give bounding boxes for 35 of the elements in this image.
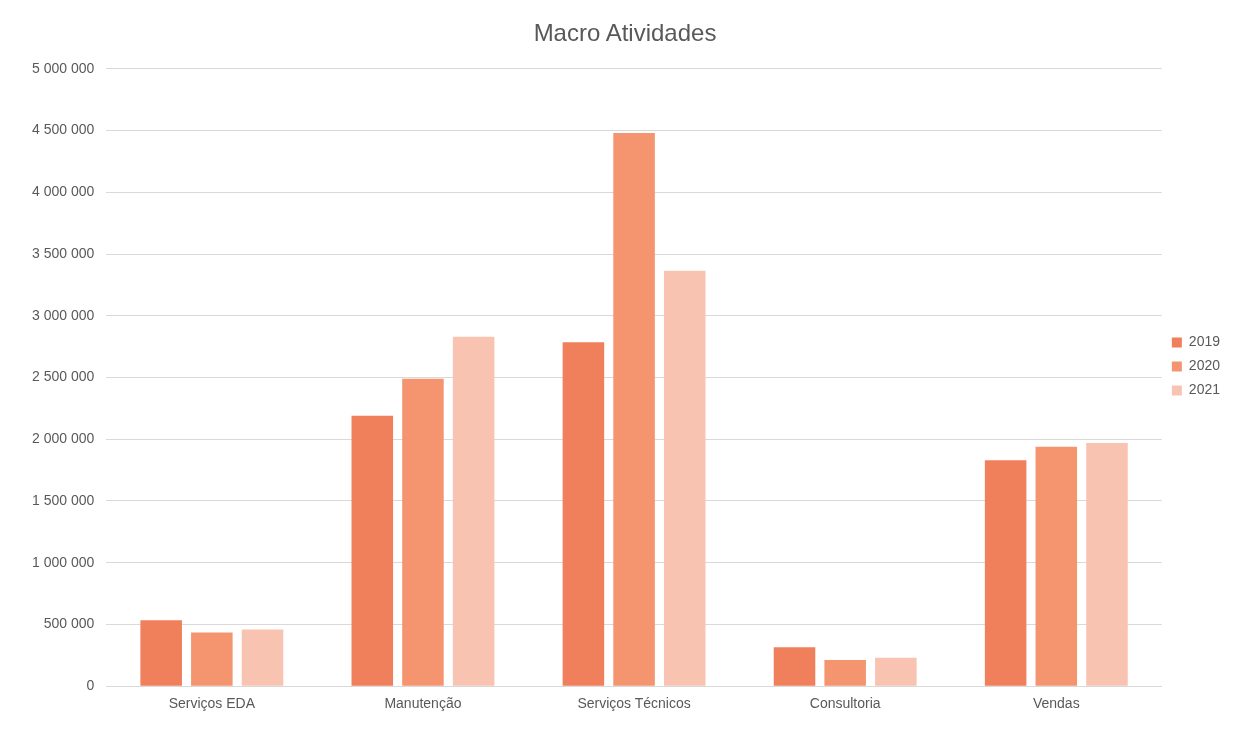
- x-tick-label: Serviços EDA: [168, 695, 256, 712]
- y-tick-label: 3 000 000: [31, 306, 95, 323]
- bar: [140, 620, 182, 686]
- bar: [663, 270, 706, 686]
- y-tick-label: 500 000: [43, 615, 95, 632]
- y-tick-label: 0: [86, 677, 95, 694]
- y-tick-label: 3 500 000: [31, 244, 95, 261]
- y-tick-label: 1 000 000: [31, 553, 95, 570]
- y-tick-label: 2 500 000: [31, 368, 95, 385]
- y-tick-label: 5 000 000: [31, 59, 95, 76]
- bar: [241, 629, 284, 686]
- legend-label: 2020: [1188, 357, 1221, 374]
- legend-label: 2019: [1188, 333, 1221, 350]
- x-tick-label: Serviços Técnicos: [577, 695, 691, 712]
- bar: [1086, 442, 1128, 686]
- y-tick-label: 2 000 000: [31, 430, 95, 447]
- legend-label: 2021: [1188, 381, 1221, 398]
- bar: [984, 460, 1027, 686]
- bar: [773, 647, 816, 686]
- bar: [824, 659, 866, 686]
- bar: [562, 342, 605, 686]
- bar: [613, 133, 655, 686]
- x-tick-label: Manutenção: [384, 695, 462, 712]
- y-tick-label: 4 500 000: [31, 121, 95, 138]
- y-tick-label: 1 500 000: [31, 491, 95, 508]
- x-tick-label: Consultoria: [809, 695, 881, 712]
- bar: [191, 632, 233, 686]
- x-tick-label: Vendas: [1032, 695, 1080, 712]
- bar: [351, 415, 394, 686]
- chart-title: Macro Atividades: [533, 19, 717, 47]
- y-tick-label: 4 000 000: [31, 183, 95, 200]
- bar: [1035, 446, 1078, 686]
- bar: [402, 378, 444, 686]
- bar: [452, 336, 495, 686]
- bar: [875, 657, 917, 686]
